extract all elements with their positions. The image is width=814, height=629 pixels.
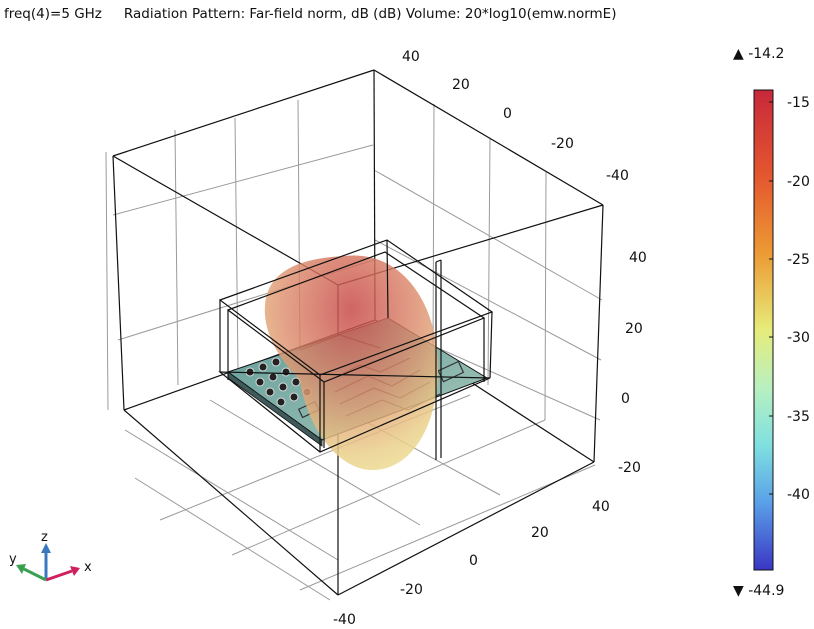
- triad-y-label: y: [9, 552, 17, 567]
- bounding-box: [112, 69, 604, 596]
- right-axis-ticks: 40 20 0 -20: [618, 250, 647, 476]
- triad-x-label: x: [84, 560, 92, 575]
- right-tick-label: -20: [618, 460, 641, 476]
- colorbar-tick-label: -15: [787, 95, 810, 111]
- colorbar-max-label: ▲ -14.2: [733, 46, 785, 62]
- colorbar-tick-label: -30: [787, 330, 810, 346]
- colorbar-tick-label: -25: [787, 252, 810, 268]
- colorbar-min-label: ▼ -44.9: [733, 583, 785, 599]
- bottom-tick-label: 0: [469, 553, 478, 569]
- radiation-lobe: [264, 255, 439, 471]
- back-wall-grid: [105, 99, 603, 601]
- bottom-tick-label: 20: [531, 525, 549, 541]
- top-tick-label: -20: [551, 136, 574, 152]
- top-tick-label: -40: [606, 168, 629, 184]
- colorbar-tick-label: -20: [787, 174, 810, 190]
- bottom-tick-label: -20: [400, 582, 423, 598]
- frequency-label: freq(4)=5 GHz: [4, 6, 102, 22]
- top-tick-label: 0: [503, 106, 512, 122]
- device-boxes: [218, 239, 494, 460]
- colorbar: -15 -20 -25 -30 -35 -40: [753, 89, 810, 571]
- bottom-tick-label: 40: [592, 499, 610, 515]
- top-tick-label: 40: [402, 49, 420, 65]
- colorbar-tick-label: -35: [787, 409, 810, 425]
- right-tick-label: 0: [621, 391, 630, 407]
- right-tick-label: 20: [625, 321, 643, 337]
- bottom-axis-ticks: 40 20 0 -20 -40: [333, 499, 610, 628]
- plot-title: Radiation Pattern: Far-field norm, dB (d…: [123, 6, 617, 22]
- bottom-tick-label: -40: [333, 612, 356, 628]
- colorbar-gradient: [753, 89, 774, 571]
- colorbar-tick-label: -40: [787, 487, 810, 503]
- right-tick-label: 40: [629, 250, 647, 266]
- top-tick-label: 20: [452, 77, 470, 93]
- axis-triad: z y x: [9, 530, 92, 582]
- triad-z-label: z: [41, 530, 48, 545]
- top-axis-ticks: 40 20 0 -20 -40: [402, 49, 629, 184]
- plot-title-bar: freq(4)=5 GHz Radiation Pattern: Far-fiel…: [4, 6, 616, 22]
